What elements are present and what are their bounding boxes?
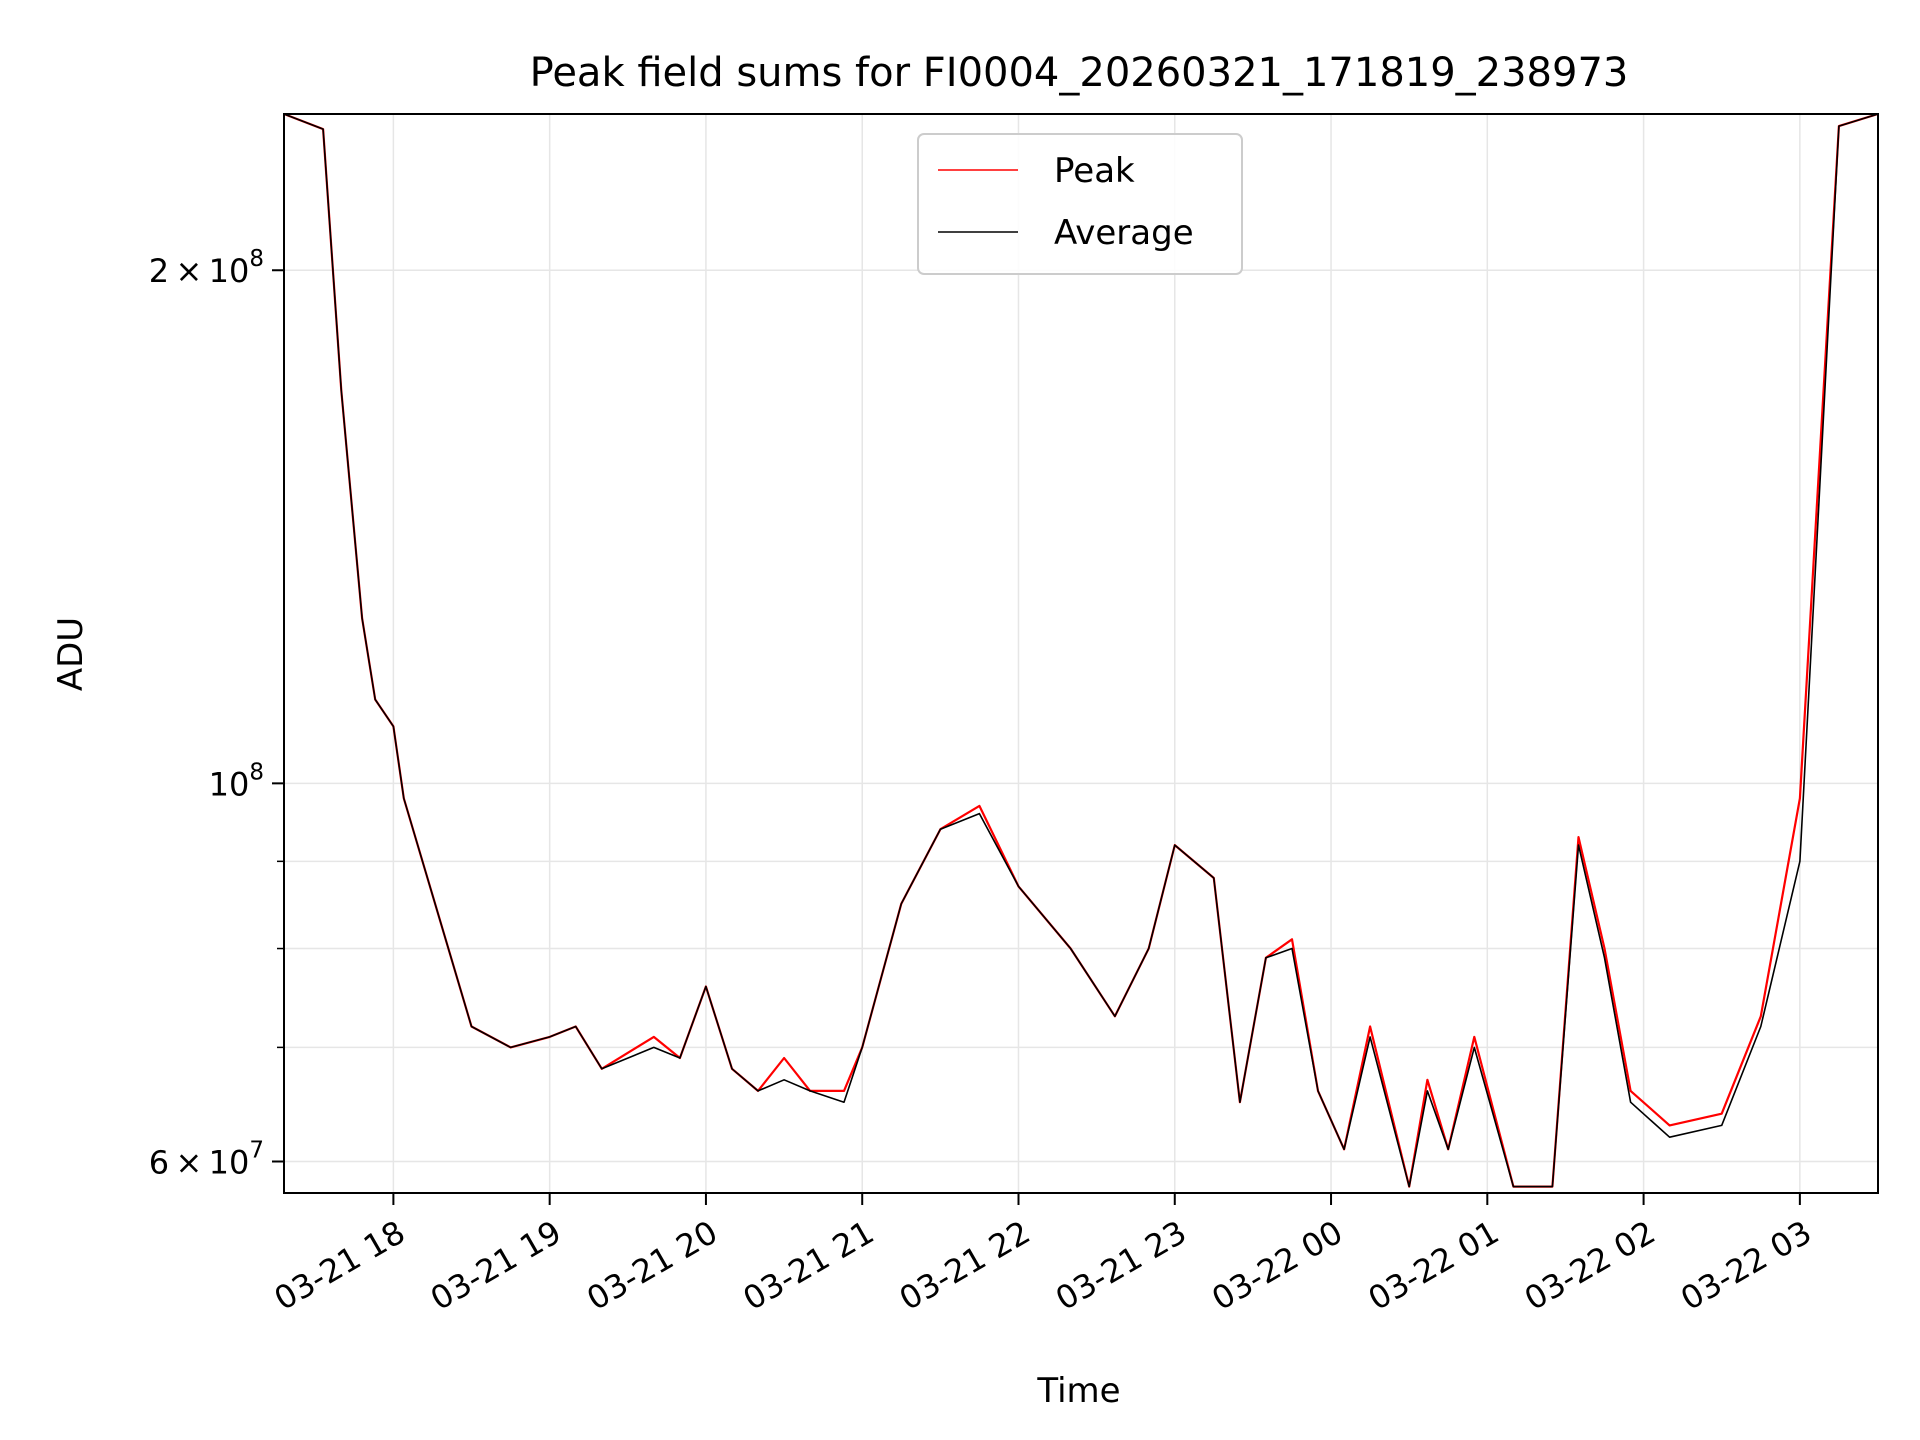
series-layer [283,112,1879,1188]
x-tick-label: 03-21 19 [424,1213,568,1318]
chart-title: Peak field sums for FI0004_20260321_1718… [530,50,1629,96]
x-tick-label: 03-21 20 [580,1213,724,1318]
series-line-average [283,113,1879,1188]
legend-box [917,133,1243,275]
legend: Peak Average [917,133,1243,275]
x-tick-label: 03-21 21 [737,1213,881,1318]
x-tick-label: 03-21 22 [893,1213,1037,1318]
x-tick-label: 03-22 01 [1362,1213,1506,1318]
y-tick-label: 108 [209,759,264,803]
x-tick-label: 03-21 18 [268,1213,412,1318]
x-tick-label: 03-21 23 [1049,1213,1193,1318]
y-tick-label: 2 × 108 [149,246,264,290]
x-axis-title: Time [1036,1371,1120,1411]
x-axis: 03-21 18 03-21 19 03-21 20 03-21 21 03-21 22… [268,1193,1818,1318]
x-tick-label: 03-22 03 [1674,1213,1818,1318]
grid-lines [284,114,1878,1193]
x-tick-label: 03-22 00 [1205,1213,1349,1318]
y-tick-label: 6 × 107 [149,1137,264,1181]
y-axis: 6 × 107 108 2 × 108 [149,246,284,1181]
plot-frame [283,113,1879,1194]
x-tick-label: 03-22 02 [1518,1213,1662,1318]
legend-peak-label: Peak [1054,151,1135,191]
legend-average-label: Average [1054,213,1194,253]
y-axis-title: ADU [51,617,91,691]
